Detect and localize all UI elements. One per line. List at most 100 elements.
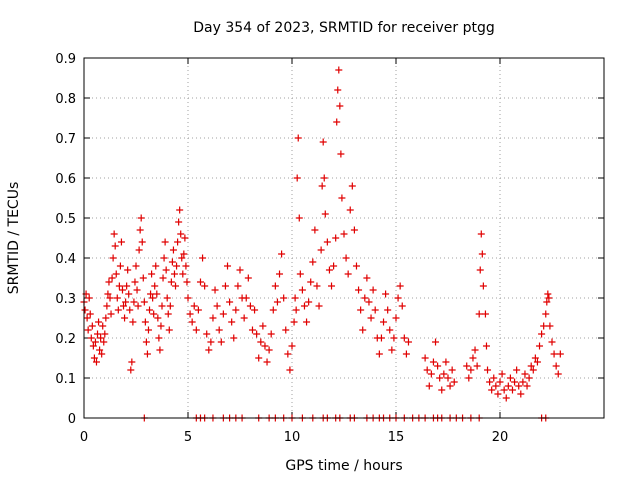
data-point <box>153 290 161 298</box>
data-point <box>211 286 219 294</box>
data-point <box>146 306 154 314</box>
data-point <box>346 206 354 214</box>
data-point <box>361 294 369 302</box>
x-tick-label: 0 <box>80 430 88 445</box>
data-point <box>318 182 326 190</box>
data-point <box>504 382 512 390</box>
data-point <box>217 338 225 346</box>
data-point <box>114 306 122 314</box>
data-point <box>484 366 492 374</box>
data-point <box>83 314 91 322</box>
data-point <box>129 318 137 326</box>
data-point <box>166 302 174 310</box>
data-point <box>288 342 296 350</box>
data-point <box>186 310 194 318</box>
data-point <box>388 346 396 354</box>
data-point <box>213 302 221 310</box>
data-point <box>161 238 169 246</box>
data-point <box>465 374 473 382</box>
data-point <box>244 274 252 282</box>
data-point <box>219 310 227 318</box>
data-point <box>511 378 519 386</box>
data-point <box>377 334 385 342</box>
data-point <box>86 310 94 318</box>
data-point <box>180 250 188 258</box>
data-point <box>313 282 321 290</box>
data-point <box>140 298 148 306</box>
data-point <box>337 150 345 158</box>
data-point <box>276 270 284 278</box>
data-point <box>290 318 298 326</box>
data-point <box>137 214 145 222</box>
data-point <box>352 262 360 270</box>
data-point <box>105 278 113 286</box>
data-point <box>176 206 184 214</box>
data-point <box>295 214 303 222</box>
data-point <box>159 274 167 282</box>
data-point <box>311 226 319 234</box>
data-point <box>486 378 494 386</box>
data-point <box>101 330 109 338</box>
y-tick-label: 0.1 <box>55 372 76 387</box>
data-point <box>257 338 265 346</box>
data-point <box>450 378 458 386</box>
data-point <box>108 274 116 282</box>
plot-frame <box>83 57 605 419</box>
data-point <box>95 318 103 326</box>
data-point <box>294 134 302 142</box>
data-point <box>125 290 133 298</box>
data-point <box>375 350 383 358</box>
data-point <box>502 394 510 402</box>
data-point <box>121 314 129 322</box>
y-tick-label: 0.2 <box>55 332 76 347</box>
data-point <box>369 286 377 294</box>
data-point <box>96 346 104 354</box>
data-point <box>87 334 95 342</box>
y-axis-label: SRMTID / TECUs <box>6 182 22 295</box>
data-point <box>163 294 171 302</box>
data-point <box>496 378 504 386</box>
data-point <box>540 322 548 330</box>
data-point <box>307 278 315 286</box>
data-point <box>319 138 327 146</box>
data-point <box>168 258 176 266</box>
data-point <box>107 310 115 318</box>
data-point <box>226 298 234 306</box>
data-point <box>323 238 331 246</box>
data-point <box>138 238 146 246</box>
data-point <box>488 386 496 394</box>
data-point <box>371 306 379 314</box>
data-point <box>321 210 329 218</box>
x-tick-label: 20 <box>492 430 509 445</box>
data-point <box>157 322 165 330</box>
data-point <box>448 366 456 374</box>
data-point <box>527 362 535 370</box>
data-point <box>402 350 410 358</box>
data-point <box>182 262 190 270</box>
data-point <box>271 282 279 290</box>
data-point <box>508 386 516 394</box>
data-point <box>305 298 313 306</box>
data-point <box>386 326 394 334</box>
data-point <box>442 358 450 366</box>
data-point <box>325 266 333 274</box>
data-point <box>521 370 529 378</box>
data-point <box>340 230 348 238</box>
data-point <box>336 102 344 110</box>
data-point <box>110 230 118 238</box>
data-point <box>253 330 261 338</box>
data-point <box>554 370 562 378</box>
data-point <box>296 270 304 278</box>
data-point <box>111 242 119 250</box>
data-point <box>89 342 97 350</box>
data-point <box>248 326 256 334</box>
data-point <box>240 314 248 322</box>
data-point <box>84 326 92 334</box>
data-point <box>444 374 452 382</box>
data-point <box>367 314 375 322</box>
data-point <box>492 382 500 390</box>
data-point <box>440 370 448 378</box>
data-point <box>209 314 217 322</box>
data-point <box>126 306 134 314</box>
